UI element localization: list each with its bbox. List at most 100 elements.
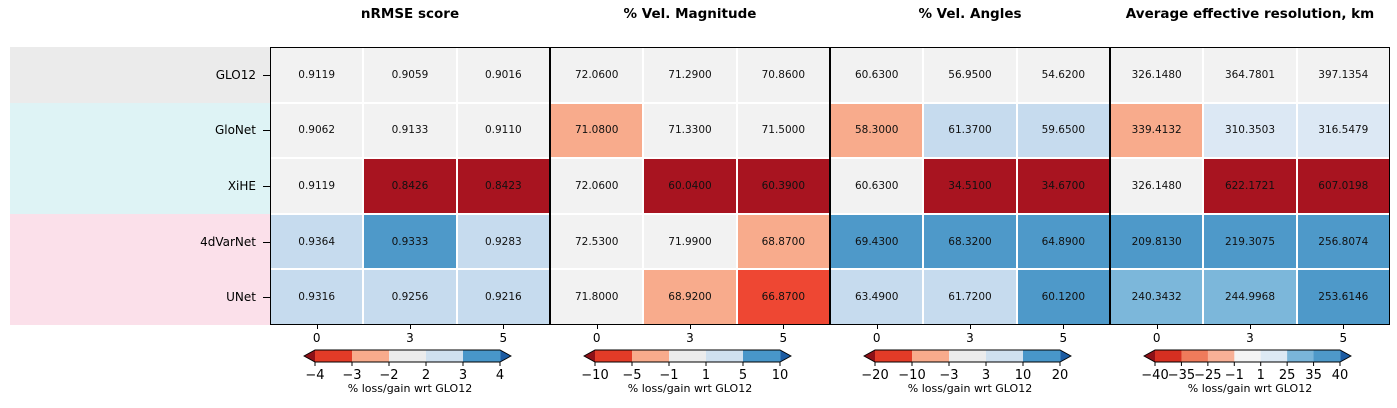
colorbar-2: −20 −10 −3 3 10 20	[861, 349, 1072, 383]
cell-value: 60.6300	[854, 179, 899, 192]
cell-value: 240.3432	[1131, 291, 1182, 304]
x-tick-label-0-2: 5	[499, 331, 508, 345]
colorbar-segment	[875, 350, 913, 362]
y-tick-glo12	[263, 74, 270, 76]
cell-value: 70.8600	[761, 68, 806, 81]
cell-glo12-3: 71.2900	[644, 48, 736, 102]
cell-xihe-0: 0.9119	[271, 159, 363, 213]
colorbar-tick-label: 25	[1279, 368, 1296, 383]
cell-xihe-3: 622.1721	[1204, 159, 1296, 213]
colorbar-over-arrow	[1340, 350, 1351, 362]
cell-value: 60.6300	[854, 68, 899, 81]
cell-glonet-0: 71.0800	[551, 103, 643, 158]
colorbar-3: −40−35−25 −1 1 25 35 40	[1141, 349, 1352, 383]
cell-glo12-3: 56.9500	[924, 48, 1016, 102]
x-tick-0-1	[410, 325, 411, 329]
cell-glonet-0: 339.4132	[1111, 103, 1203, 158]
row-label-4dvarnet: 4dVarNet	[200, 234, 256, 249]
cell-xihe-5: 0.8423	[457, 159, 549, 213]
cell-value: 397.1354	[1318, 68, 1369, 81]
colorbar-tick-label: −1	[659, 368, 678, 383]
cell-value: 0.9283	[484, 235, 522, 248]
x-tick-3-1	[1250, 325, 1251, 329]
cell-value: 0.9133	[391, 124, 429, 137]
colorbar-tick-label: 5	[739, 368, 747, 383]
cell-value: 34.6700	[1041, 179, 1086, 192]
cell-4dvarnet-0: 0.9364	[271, 214, 363, 269]
cell-value: 0.9119	[298, 68, 336, 81]
y-tick-4dvarnet	[263, 241, 270, 243]
panel-title-2: % Vel. Angles	[918, 6, 1022, 22]
cell-glo12-5: 0.9016	[457, 48, 549, 102]
cell-xihe-0: 72.0600	[551, 159, 643, 213]
cell-value: 71.8000	[574, 291, 619, 304]
cell-value: 61.3700	[948, 124, 992, 137]
row-band-4dvarnet	[10, 213, 270, 270]
cell-xihe-5: 60.3900	[737, 159, 829, 213]
cell-value: 0.9059	[391, 68, 429, 81]
colorbar-under-arrow	[1144, 350, 1155, 362]
x-tick-2-2	[1063, 325, 1065, 329]
cell-unet-0: 71.8000	[551, 270, 643, 324]
row-band-glo12	[10, 47, 270, 103]
colorbar-tick-label: −40	[1141, 368, 1168, 383]
cell-xihe-3: 34.5100	[924, 159, 1016, 213]
colorbar-tick-label: 10	[772, 368, 789, 383]
cell-glo12-5: 54.6200	[1017, 48, 1109, 102]
cell-glonet-5: 316.5479	[1297, 103, 1389, 158]
cell-value: 0.9110	[484, 124, 522, 137]
cell-value: 622.1721	[1224, 179, 1276, 192]
cell-glonet-3: 71.3300	[644, 103, 736, 158]
colorbar-tick-label: −20	[861, 368, 888, 383]
row-label-xihe: XiHE	[227, 179, 256, 193]
panel-title-0: nRMSE score	[360, 6, 460, 22]
cell-value: 71.0800	[574, 124, 619, 137]
y-tick-xihe	[263, 186, 270, 187]
cell-value: 71.5000	[761, 124, 806, 137]
x-tick-label-0-1: 3	[406, 331, 414, 345]
cell-value: 60.1200	[1041, 291, 1086, 304]
cell-value: 0.9256	[391, 291, 429, 304]
cell-value: 326.1480	[1131, 179, 1182, 192]
cell-4dvarnet-0: 72.5300	[551, 214, 643, 269]
cell-glo12-5: 70.8600	[737, 48, 829, 102]
cell-glo12-5: 397.1354	[1297, 48, 1389, 102]
panel-title-1: % Vel. Magnitude	[623, 6, 757, 22]
cell-value: 59.6500	[1041, 124, 1086, 137]
colorbar-over-arrow	[500, 350, 511, 362]
cell-glonet-5: 0.9110	[457, 103, 549, 158]
colorbar-tick-label: 3	[982, 368, 990, 383]
cell-value: 56.9500	[948, 68, 992, 81]
cell-value: 72.0600	[574, 68, 619, 81]
cell-4dvarnet-3: 219.3075	[1204, 214, 1296, 269]
colorbar-tick-label: 4	[496, 368, 504, 383]
cell-value: 68.8700	[761, 235, 806, 248]
cell-glonet-3: 61.3700	[924, 103, 1016, 158]
cell-glonet-3: 310.3503	[1204, 103, 1296, 158]
colorbar-tick-label: −10	[581, 368, 608, 383]
colorbar-segment	[986, 350, 1024, 362]
x-tick-3-2	[1343, 325, 1345, 329]
colorbar-tick-label: −25	[1194, 368, 1221, 383]
cell-xihe-0: 326.1480	[1111, 159, 1203, 213]
colorbar-segment	[463, 350, 501, 362]
cell-value: 364.7801	[1224, 68, 1276, 81]
cell-value: 58.3000	[854, 124, 899, 137]
colorbar-segment	[1155, 350, 1182, 362]
heatmap-panel-1: 72.0600 71.2900 70.8600 71.0800 71.3300 71.50…	[550, 47, 830, 325]
cell-unet-0: 0.9316	[271, 270, 363, 324]
cell-xihe-3: 60.0400	[644, 159, 736, 213]
colorbar-segment	[1023, 350, 1061, 362]
cell-unet-5: 60.1200	[1017, 270, 1109, 324]
colorbar-tick-label: 2	[422, 368, 430, 383]
colorbar-tick-label: −35	[1168, 368, 1195, 383]
cell-glonet-5: 59.6500	[1017, 103, 1109, 158]
colorbar-segment	[595, 350, 633, 362]
cell-unet-3: 61.7200	[924, 270, 1016, 324]
colorbar-tick-label: 40	[1332, 368, 1349, 383]
x-tick-2-1	[970, 325, 971, 329]
x-tick-label-2-2: 5	[1059, 331, 1068, 345]
cell-value: 68.3200	[948, 235, 992, 248]
cell-glonet-0: 58.3000	[831, 103, 923, 158]
cell-glo12-3: 0.9059	[364, 48, 456, 102]
